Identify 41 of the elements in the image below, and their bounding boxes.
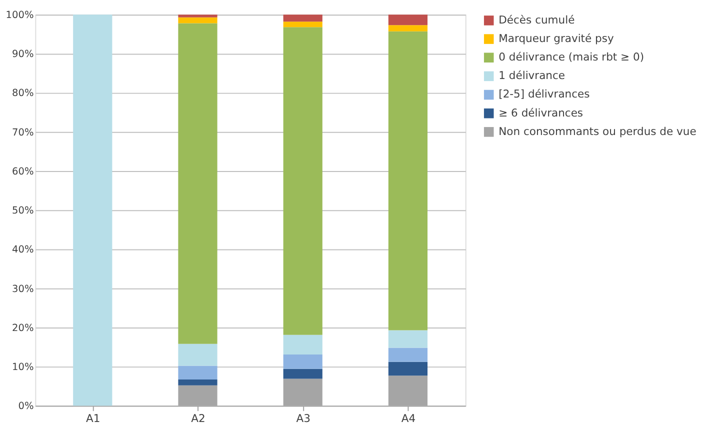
x-tick-label: A1: [86, 412, 100, 425]
y-tick-label: 80%: [12, 88, 34, 100]
y-tick-label: 20%: [12, 322, 34, 334]
bar: [283, 27, 322, 335]
legend-label: Non consommants ou perdus de vue: [498, 124, 697, 138]
bar: [73, 14, 112, 406]
bar: [388, 348, 428, 362]
y-tick-label: 30%: [12, 284, 34, 295]
bar: [178, 23, 218, 344]
legend-label: Décès cumulé: [498, 13, 576, 26]
x-tick-label: A2: [191, 412, 206, 425]
legend-label: ≥ 6 délivrances: [498, 106, 584, 120]
y-tick-label: 10%: [12, 362, 34, 373]
y-tick-label: 100%: [6, 10, 34, 22]
bar: [388, 14, 428, 26]
y-tick-label: 90%: [12, 49, 34, 60]
x-tick-label: A4: [401, 412, 416, 425]
bar: [178, 344, 218, 366]
x-tick-label: A3: [296, 412, 310, 425]
bar: [178, 17, 218, 24]
legend-label: 1 délivrance: [498, 69, 566, 82]
bar: [178, 14, 218, 18]
y-tick-label: 70%: [12, 127, 34, 138]
legend-label: [2-5] délivrances: [498, 88, 590, 101]
bar: [388, 330, 428, 348]
bar: [178, 366, 218, 380]
legend-label: 0 délivrance (mais rbt ≥ 0): [498, 50, 644, 64]
bar: [283, 14, 322, 22]
y-tick-label: 60%: [12, 166, 34, 178]
y-tick-label: 40%: [12, 244, 34, 256]
bar: [388, 31, 428, 330]
bar: [283, 354, 322, 369]
y-tick-label: 0%: [18, 401, 34, 412]
bar: [178, 379, 218, 386]
bar: [283, 22, 322, 28]
bar: [283, 334, 322, 354]
bar: [388, 25, 428, 32]
legend-label: Marqueur gravité psy: [498, 32, 614, 45]
bar: [283, 368, 322, 379]
bar: [388, 362, 428, 376]
y-tick-label: 50%: [12, 206, 34, 217]
